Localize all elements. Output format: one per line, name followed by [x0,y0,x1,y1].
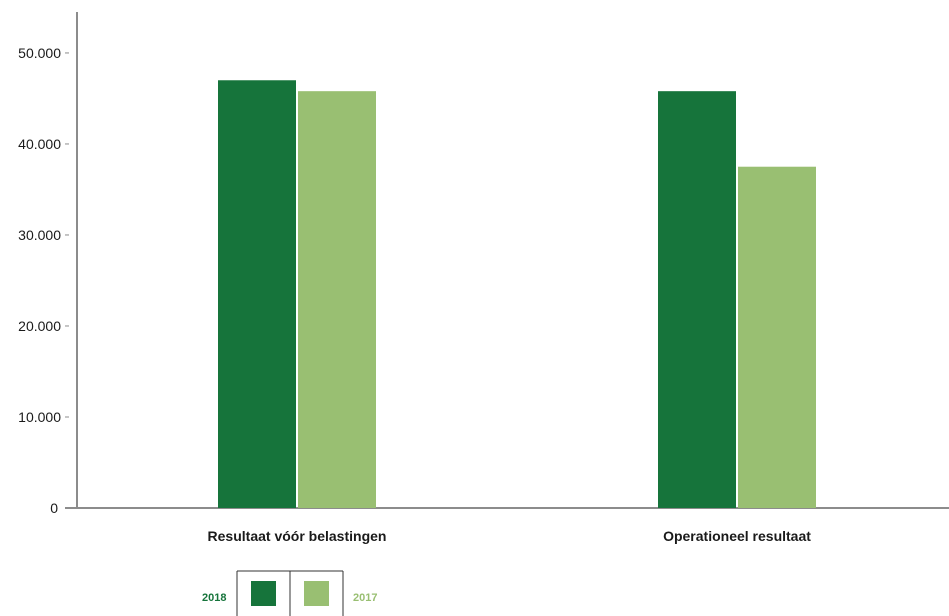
y-tick-label: 30.000 [18,227,61,243]
y-tick-label: 10.000 [18,409,61,425]
category-label: Operationeel resultaat [663,528,811,544]
y-tick-label: 20.000 [18,318,61,334]
y-tick-label: 40.000 [18,136,61,152]
y-tick-label: 50.000 [18,45,61,61]
y-tick-label: 0 [50,500,58,516]
legend-label-2017: 2017 [353,592,377,604]
bar-2018-1 [218,80,296,508]
legend-label-2018: 2018 [202,592,226,604]
category-label: Resultaat vóór belastingen [208,528,387,544]
bar-2018-2 [658,91,736,508]
y-axis: 0 10.000 20.000 30.000 40.000 50.000 [18,12,78,516]
legend-swatch-2017 [304,581,329,606]
bars [218,80,816,509]
bar-2017-1 [298,91,376,508]
legend: 2018 2017 [202,570,377,616]
legend-swatch-2018 [251,581,276,606]
category-labels: Resultaat vóór belastingen Operationeel r… [208,528,812,544]
bar-2017-2 [738,166,816,509]
